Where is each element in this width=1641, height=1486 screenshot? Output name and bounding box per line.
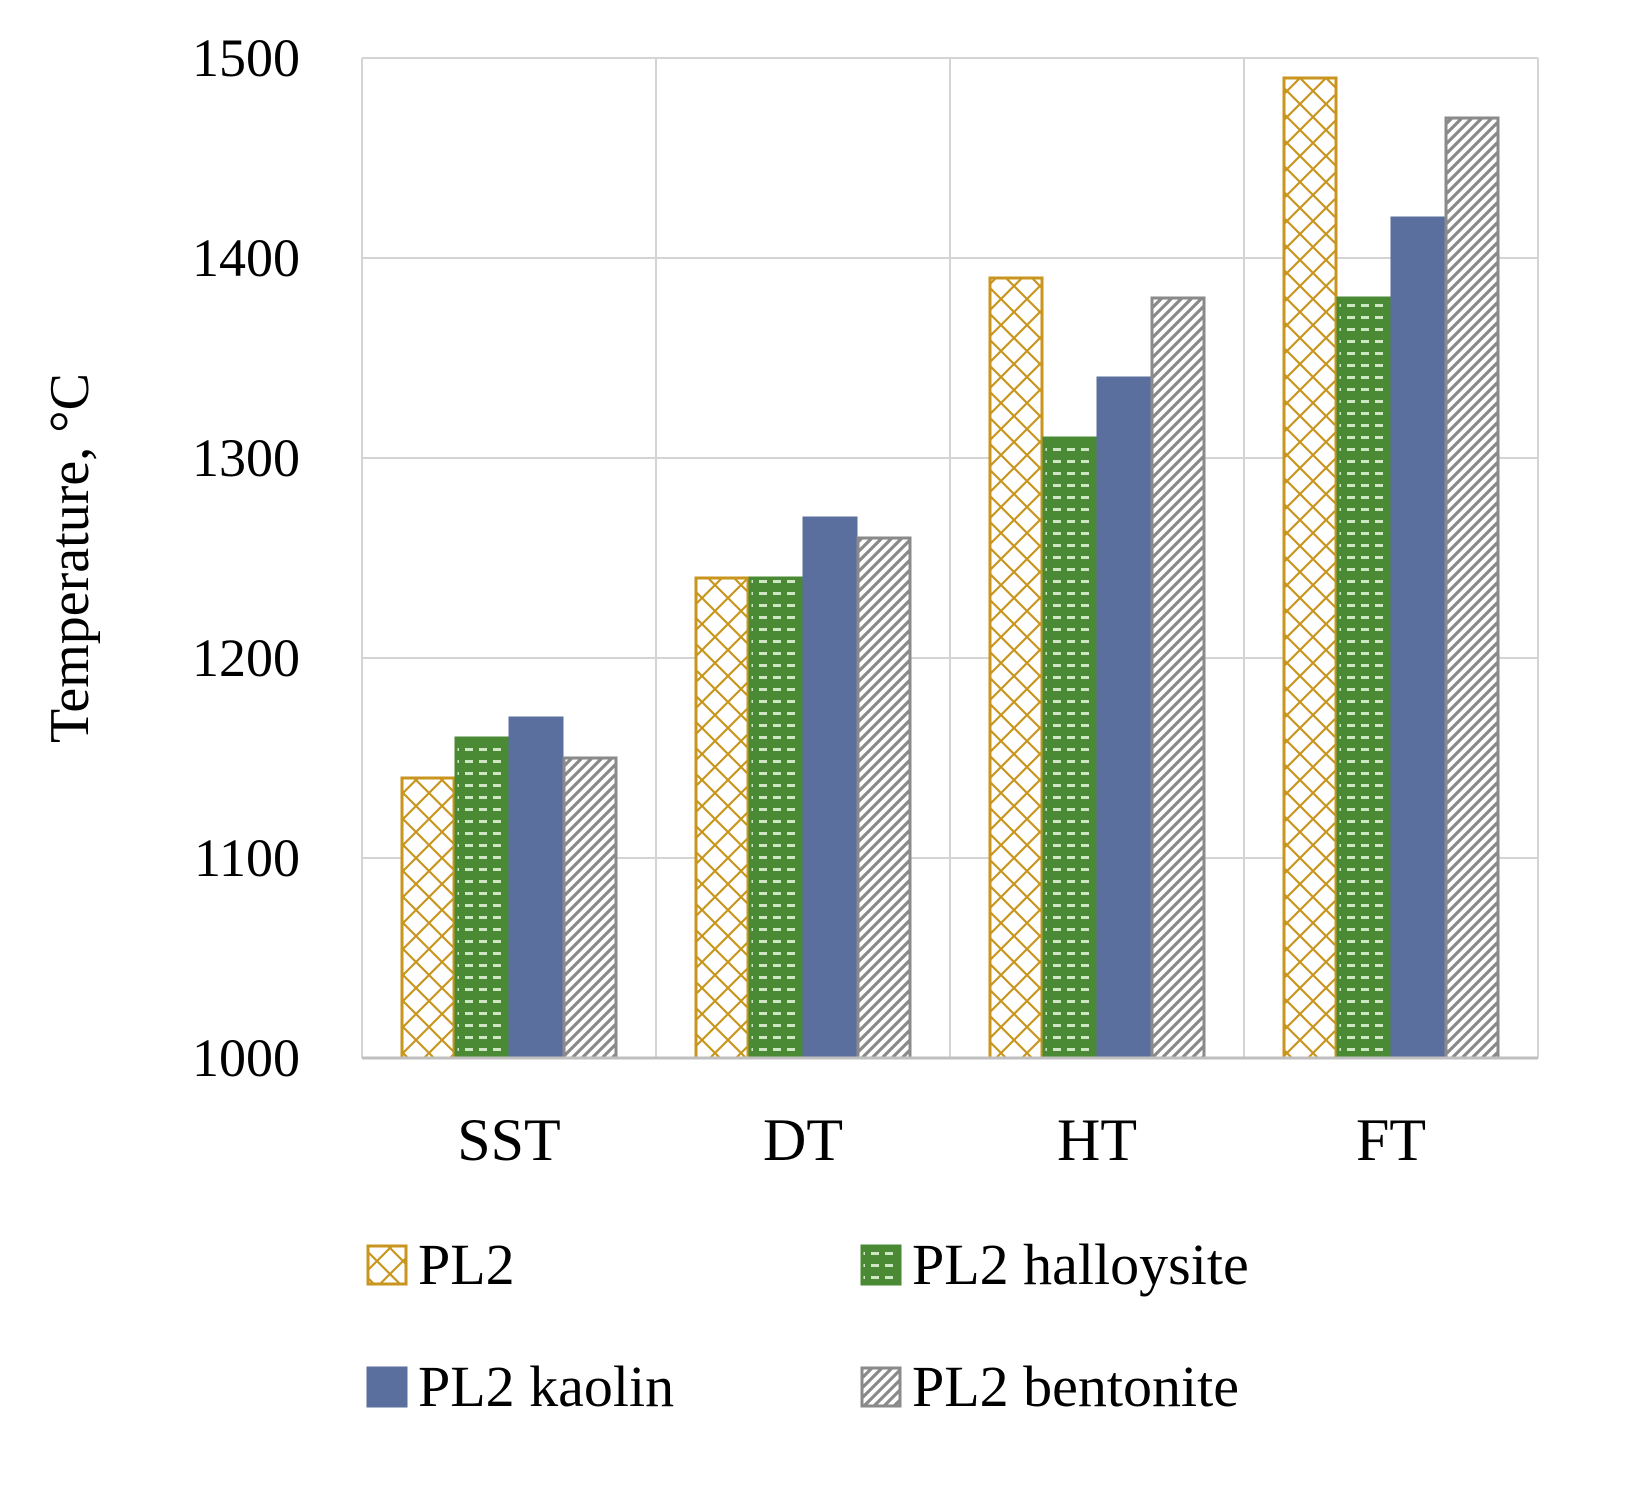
legend-label-3: PL2 bentonite [912, 1354, 1239, 1419]
legend-label-1: PL2 halloysite [912, 1232, 1249, 1297]
legend-swatch-3 [860, 1366, 902, 1408]
category-label-ht: HT [1057, 1107, 1137, 1173]
legend: PL2 PL2 halloysite PL2 kaolin PL2 bentonite [366, 1232, 1249, 1419]
bar-dt-series-2 [802, 516, 858, 1060]
bar-dt-series-3 [856, 536, 912, 1060]
legend-swatch-1 [860, 1244, 902, 1286]
y-tick-label-0: 1000 [192, 1028, 300, 1088]
bar-dt-series-1 [748, 576, 804, 1060]
bar-dt-series-0 [694, 576, 750, 1060]
bar-ht-series-2 [1096, 376, 1152, 1060]
bar-sst-series-0 [400, 776, 456, 1060]
legend-swatch-0 [366, 1244, 408, 1286]
y-axis-title: Temperature, °C [39, 373, 101, 743]
bar-ft-series-2 [1390, 216, 1446, 1060]
legend-item-3: PL2 bentonite [860, 1354, 1239, 1419]
bar-ft-series-1 [1336, 296, 1392, 1060]
y-tick-label-3: 1300 [192, 428, 300, 488]
grid-lines [361, 57, 1539, 1058]
bar-ht-series-1 [1042, 436, 1098, 1060]
y-tick-label-1: 1100 [194, 828, 300, 888]
bar-sst-series-3 [562, 756, 618, 1060]
y-tick-label-5: 1500 [192, 28, 300, 88]
bar-ft-series-3 [1444, 116, 1500, 1060]
bar-ht-series-0 [988, 276, 1044, 1060]
legend-item-2: PL2 kaolin [366, 1354, 674, 1419]
category-label-dt: DT [763, 1107, 843, 1173]
legend-item-1: PL2 halloysite [860, 1232, 1249, 1297]
bar-sst-series-2 [508, 716, 564, 1060]
legend-swatch-2 [366, 1366, 408, 1408]
bar-ft-series-0 [1282, 76, 1338, 1060]
category-label-ft: FT [1356, 1107, 1426, 1173]
y-tick-label-4: 1400 [192, 228, 300, 288]
category-labels: SST DT HT FT [457, 1107, 1426, 1173]
bar-ht-series-3 [1150, 296, 1206, 1060]
y-tick-labels: 1000 1100 1200 1300 1400 1500 [192, 28, 300, 1088]
category-label-sst: SST [457, 1107, 560, 1173]
y-tick-label-2: 1200 [192, 628, 300, 688]
legend-item-0: PL2 [366, 1232, 515, 1297]
bar-sst-series-1 [454, 736, 510, 1060]
legend-label-0: PL2 [418, 1232, 515, 1297]
legend-label-2: PL2 kaolin [418, 1354, 674, 1419]
